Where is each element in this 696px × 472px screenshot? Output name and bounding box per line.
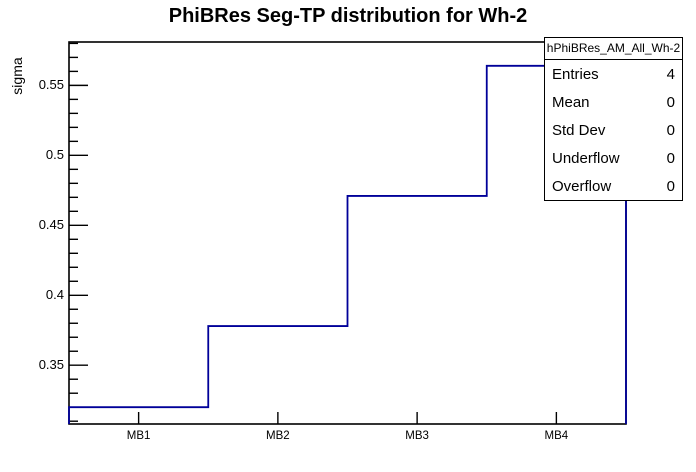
x-tick-label: MB4 [544,430,569,442]
y-tick-label: 0.45 [38,217,64,233]
histogram-step-line [68,64,627,424]
chart-title: PhiBRes Seg-TP distribution for Wh-2 [168,5,528,27]
stats-value: 0 [666,177,675,195]
stats-row-underflow: Underflow 0 [545,144,682,172]
stats-label: Entries [552,65,599,83]
stats-label: Underflow [552,149,620,167]
y-tick-label: 0.55 [38,77,64,93]
stats-label: Mean [552,93,590,111]
stats-box: hPhiBRes_AM_All_Wh-2 Entries 4 Mean 0 St… [544,37,683,201]
x-tick-label: MB1 [126,430,151,442]
stats-value: 0 [666,93,675,111]
stats-box-title: hPhiBRes_AM_All_Wh-2 [545,38,682,60]
y-tick-label: 0.35 [38,357,64,373]
x-tick-label: MB2 [266,430,290,442]
stats-value: 0 [666,149,675,167]
stats-row-entries: Entries 4 [545,60,682,88]
stats-row-overflow: Overflow 0 [545,172,682,200]
stats-row-mean: Mean 0 [545,88,682,116]
stats-value: 4 [666,65,675,83]
stats-row-stddev: Std Dev 0 [545,116,682,144]
stats-label: Overflow [552,177,612,195]
x-tick-label: MB3 [405,430,429,442]
y-tick-label: 0.5 [45,147,64,163]
stats-value: 0 [666,121,675,139]
y-tick-label: 0.4 [45,287,64,303]
stats-label: Std Dev [552,121,606,139]
